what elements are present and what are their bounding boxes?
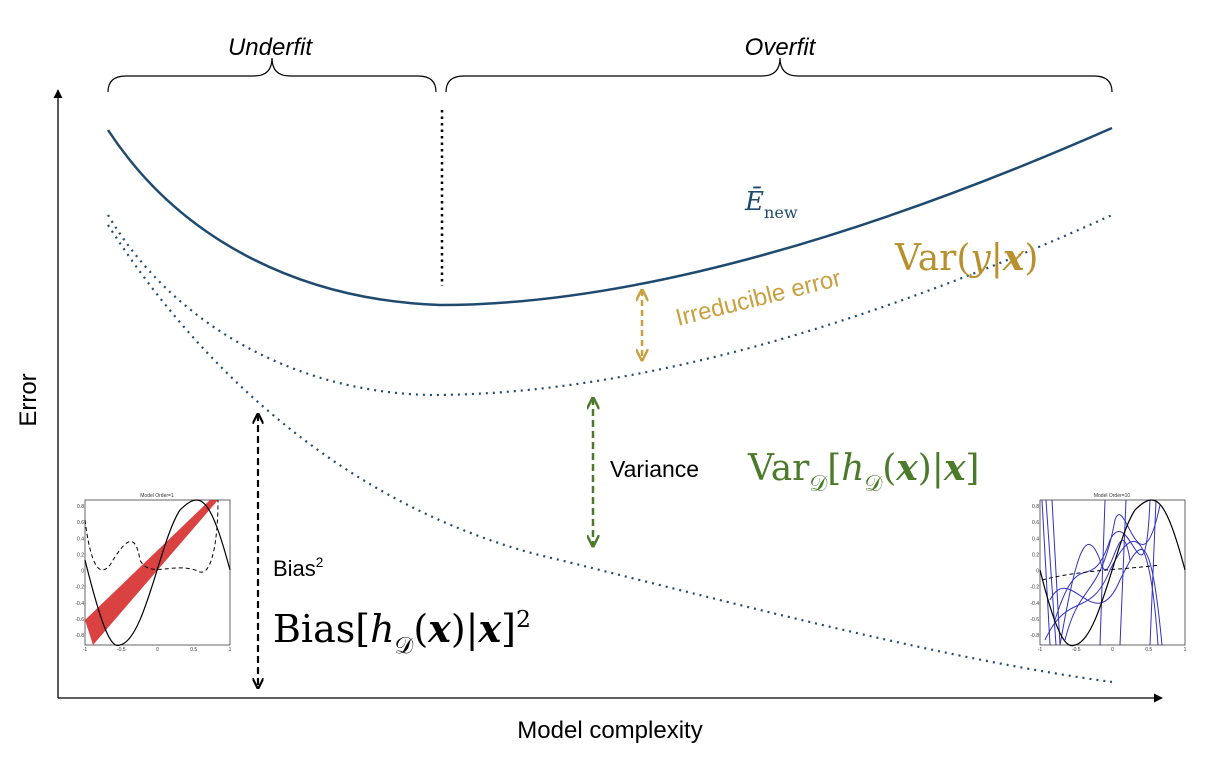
text-part: x (427, 606, 452, 651)
inset-y-tick-label: -0.2 (75, 585, 84, 591)
text-part: )| (451, 607, 479, 651)
inset-y-tick-label: -0.8 (75, 633, 84, 639)
text-part: ( (882, 448, 896, 489)
text-part: ) (1024, 238, 1038, 279)
inset-x-tick-label: 0.5 (190, 647, 197, 653)
text-part: | (991, 238, 1003, 279)
inset-title: Model Order=1 (140, 493, 174, 499)
inset-x-tick-label: 0.5 (1145, 647, 1152, 653)
inset-y-tick-label: 0 (81, 569, 84, 575)
text-part: 2 (316, 555, 324, 570)
inset-y-tick-label: 0.6 (1032, 520, 1039, 526)
inset-x-tick-label: -0.5 (117, 647, 126, 653)
underfit-brace (107, 57, 437, 93)
text-part: x (943, 447, 966, 489)
variance-label: Variance (610, 456, 699, 482)
inset-plot: Model Order=1 (84, 493, 231, 647)
inset-y-tick-label: -0.4 (75, 601, 84, 607)
variance-formula: Var𝒟[h𝒟(x)|x] (747, 447, 979, 497)
underfit-label: Underfit (228, 34, 313, 61)
inset-plot: Model Order=10 (1039, 493, 1186, 647)
inset-y-tick-label: 0.8 (77, 504, 84, 510)
inset-x-tick-label: 1 (1184, 647, 1187, 653)
text-part: new (764, 203, 798, 222)
inset-y-tick-label: 0.4 (1032, 536, 1039, 542)
text-part: x (895, 447, 918, 489)
text-part: ] (501, 607, 516, 651)
inset-x-tick-label: 0 (156, 647, 159, 653)
bias-curve (107, 224, 1113, 684)
text-part: 2 (516, 605, 531, 633)
irreducible-formula: Var(y|x) (894, 237, 1038, 279)
inset-y-tick-label: 0.4 (77, 536, 84, 542)
inset-y-tick-label: -0.6 (75, 617, 84, 623)
text-part: Var( (894, 238, 970, 279)
inset-y-tick-label: 0.8 (1032, 504, 1039, 510)
y-axis-label: Error (15, 373, 42, 426)
inset-title: Model Order=10 (1094, 493, 1130, 499)
text-part: 𝒟 (809, 471, 827, 497)
expected-error-label: Ēnew (744, 186, 798, 222)
text-part: 𝒟 (864, 471, 882, 497)
text-part: Bias (273, 556, 316, 581)
irreducible-label: Irreducible error (673, 265, 844, 332)
inset-y-tick-label: -0.2 (1030, 585, 1039, 591)
inset-x-tick-label: -1 (83, 647, 88, 653)
text-part: ] (965, 448, 979, 489)
inset-x-tick-label: -0.5 (1072, 647, 1081, 653)
x-axis-label: Model complexity (517, 717, 702, 744)
inset-y-tick-label: 0 (1036, 569, 1039, 575)
text-part: x (477, 606, 502, 651)
inset-y-tick-label: 0.2 (77, 552, 84, 558)
text-part: ( (413, 607, 428, 651)
bias-label: Bias2 (273, 555, 323, 581)
expected-error-curve (106, 126, 1113, 307)
inset-y-tick-label: -0.8 (1030, 633, 1039, 639)
overfit-label: Overfit (745, 34, 817, 61)
overfit-brace (445, 57, 1113, 93)
text-part: 𝒟 (395, 631, 415, 659)
irreducible-curve (107, 213, 1113, 397)
inset-y-tick-label: 0.6 (77, 520, 84, 526)
inset-x-tick-label: 0 (1111, 647, 1114, 653)
text-part: )| (918, 448, 944, 489)
text-part: h (841, 448, 864, 489)
inset-x-tick-label: -1 (1038, 647, 1043, 653)
text-part: h (370, 607, 394, 651)
inset-x-tick-label: 1 (229, 647, 232, 653)
text-part: [ (827, 448, 841, 489)
text-part: Var (747, 448, 810, 489)
text-part: Bias[ (273, 607, 370, 651)
bias-formula: Bias[h𝒟(x)|x]2 (273, 605, 531, 660)
inset-y-tick-label: -0.6 (1030, 617, 1039, 623)
text-part: x (1002, 237, 1025, 279)
inset-y-tick-label: 0.2 (1032, 552, 1039, 558)
text-part: Ē (744, 186, 764, 217)
text-part: y (968, 238, 991, 279)
inset-y-tick-label: -0.4 (1030, 601, 1039, 607)
